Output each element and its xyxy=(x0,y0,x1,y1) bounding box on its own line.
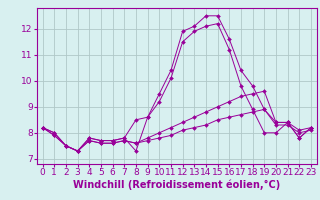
X-axis label: Windchill (Refroidissement éolien,°C): Windchill (Refroidissement éolien,°C) xyxy=(73,180,280,190)
